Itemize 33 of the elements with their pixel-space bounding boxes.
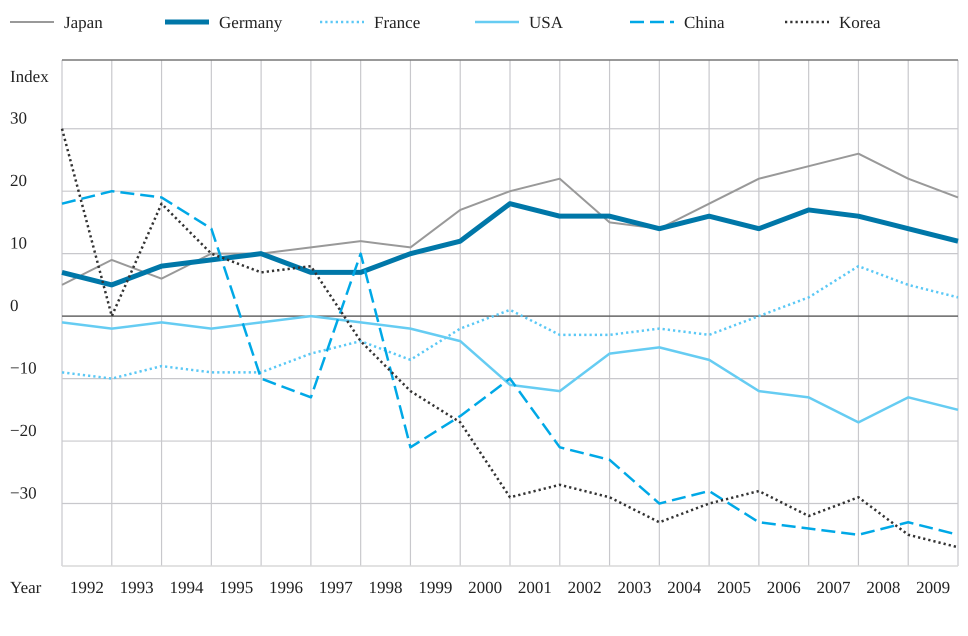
y-tick-label: 20 [10, 171, 27, 190]
y-tick-label: 0 [10, 296, 18, 316]
x-tick-label: 2001 [518, 578, 552, 597]
x-tick-label: 1994 [169, 578, 204, 597]
x-axis-title: Year [10, 578, 42, 597]
y-tick-label: 10 [10, 234, 27, 253]
legend-label: Japan [64, 13, 104, 32]
y-tick-label: −10 [10, 358, 37, 378]
x-tick-label: 2000 [468, 578, 502, 597]
legend-label: Korea [839, 13, 881, 32]
x-tick-label: 1996 [269, 578, 303, 597]
legend-label: Germany [219, 13, 283, 32]
x-tick-label: 2007 [816, 578, 852, 597]
x-tick-label: 2006 [766, 578, 801, 597]
legend-label: China [684, 13, 726, 32]
x-tick-label: 1993 [120, 578, 154, 597]
y-tick-label: −20 [10, 421, 37, 440]
x-tick-label: 1999 [418, 578, 452, 597]
y-tick-label: 30 [10, 108, 27, 128]
x-tick-label: 2003 [617, 578, 652, 597]
x-tick-label: 2005 [717, 578, 751, 597]
legend-label: USA [529, 13, 564, 32]
y-tick-label: −30 [10, 484, 37, 503]
legend-label: France [374, 13, 420, 32]
x-tick-label: 1995 [219, 578, 254, 597]
x-tick-label: 2002 [568, 578, 602, 597]
y-axis-title: Index [10, 67, 50, 86]
x-tick-label: 1992 [70, 578, 104, 597]
x-tick-label: 2004 [667, 578, 702, 597]
x-tick-label: 1997 [318, 578, 354, 597]
x-tick-label: 2009 [916, 578, 950, 597]
x-tick-label: 2008 [866, 578, 900, 597]
x-tick-label: 1998 [368, 578, 403, 597]
